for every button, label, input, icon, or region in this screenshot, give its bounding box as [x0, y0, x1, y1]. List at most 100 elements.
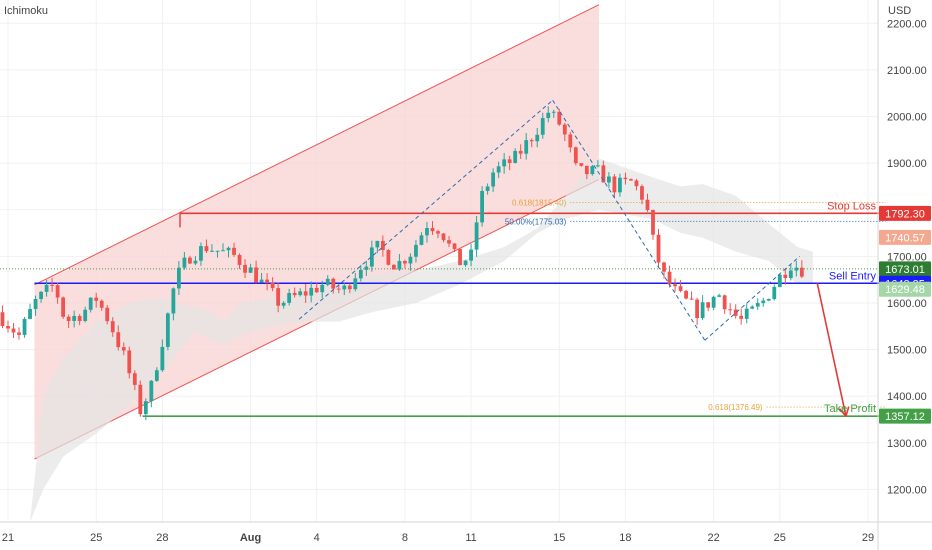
time-tick-label: Aug — [240, 532, 261, 544]
candle-body — [94, 297, 99, 301]
candle-body — [281, 302, 286, 306]
fib-level-label: 0.618(1376.49) — [708, 403, 763, 412]
candle-body — [662, 262, 666, 272]
time-axis[interactable]: 21 25 28 Aug 4 8 11 15 18 22 25 29 — [2, 532, 874, 544]
candle-body — [243, 264, 247, 273]
candle-body — [83, 309, 88, 322]
candle-body — [728, 309, 733, 311]
candle-body — [557, 111, 562, 125]
candle-body — [568, 134, 573, 148]
time-tick-label: 25 — [774, 532, 786, 544]
candle-body — [77, 316, 82, 322]
candle-body — [788, 270, 793, 279]
candle-body — [579, 163, 584, 166]
candle-body — [237, 254, 242, 265]
candle-body — [441, 233, 446, 241]
candle-body — [215, 250, 220, 252]
candle-body — [584, 165, 589, 175]
candle-body — [50, 284, 55, 286]
candle-body — [425, 227, 429, 236]
candle-body — [66, 316, 71, 321]
candle-body — [711, 296, 716, 308]
candle-body — [165, 313, 170, 347]
candle-body — [513, 150, 518, 163]
candle-body — [358, 269, 363, 279]
candle-body — [226, 247, 231, 251]
candle-body — [391, 264, 396, 270]
candle-body — [132, 373, 137, 385]
candle-body — [518, 150, 523, 154]
candle-body — [99, 300, 104, 308]
channel-upper-line — [34, 4, 600, 286]
fibonacci-levels: 0.618(1815.40) 50.00%(1775.03) 0.618(1376.… — [505, 199, 886, 412]
candle-body — [717, 295, 722, 297]
candle-body — [270, 282, 275, 289]
candle-body — [474, 222, 479, 250]
candle-body — [176, 267, 181, 289]
candle-body — [276, 288, 281, 306]
candle-body — [430, 227, 435, 232]
time-tick-label: 11 — [465, 532, 476, 544]
annotation-take-profit: Take Profit — [824, 403, 876, 415]
candle-body — [182, 257, 187, 268]
candle-body — [287, 293, 292, 303]
candle-body — [55, 285, 60, 298]
candle-body — [447, 240, 451, 244]
candle-body — [121, 347, 126, 351]
price-tick-label: 1200.00 — [887, 484, 927, 496]
time-tick-label: 29 — [862, 532, 874, 544]
candle-body — [612, 176, 617, 193]
candle-body — [783, 274, 788, 279]
candle-body — [755, 303, 760, 307]
candle-body — [667, 271, 672, 285]
time-tick-label: 8 — [402, 532, 408, 544]
candle-body — [320, 284, 325, 293]
level-annotations: Stop Loss Sell Entry Take Profit — [824, 200, 876, 415]
candle-body — [469, 249, 473, 261]
candle-body — [463, 260, 468, 266]
price-tick-label: 1400.00 — [887, 391, 927, 403]
candle-body — [772, 286, 777, 299]
ichimoku-cloud — [30, 158, 813, 522]
candle-body — [673, 284, 677, 287]
candle-body — [347, 285, 352, 290]
candle-body — [452, 243, 457, 249]
price-badge-label: 1792.30 — [885, 208, 925, 220]
price-badge-bg — [879, 408, 931, 424]
candle-body — [562, 124, 567, 135]
price-tick-label: 2000.00 — [887, 112, 927, 124]
projection-arrow — [816, 283, 850, 417]
arrow-head-left — [845, 406, 850, 417]
currency-label: USD — [888, 5, 911, 17]
candle-body — [342, 285, 347, 290]
candle-body — [458, 248, 462, 266]
candle-body — [595, 165, 600, 167]
candle-body — [127, 350, 132, 374]
candle-body — [380, 240, 385, 251]
candle-body — [0, 312, 5, 327]
candle-body — [61, 297, 66, 317]
candle-body — [606, 176, 611, 183]
candle-body — [210, 250, 214, 252]
candle-body — [408, 256, 413, 264]
fib-level-label: 0.618(1815.40) — [512, 199, 567, 208]
candle-body — [480, 190, 485, 223]
price-badges: 1792.301740.571673.011642.251629.481357.… — [879, 205, 931, 424]
time-tick-label: 25 — [90, 532, 102, 544]
price-tick-label: 1300.00 — [887, 438, 927, 450]
candle-body — [105, 307, 110, 322]
candle-body — [199, 246, 203, 261]
price-badge-label: 1357.12 — [885, 411, 925, 423]
candle-body — [777, 274, 782, 287]
candle-body — [138, 384, 143, 415]
candle-body — [22, 318, 27, 335]
candle-body — [491, 172, 496, 187]
candle-body — [496, 166, 501, 173]
candle-body — [799, 267, 804, 277]
candle-body — [414, 244, 418, 257]
candle-body — [397, 261, 402, 270]
candle-body — [259, 279, 264, 283]
price-badge-bg — [879, 281, 931, 297]
candle-body — [325, 278, 330, 285]
